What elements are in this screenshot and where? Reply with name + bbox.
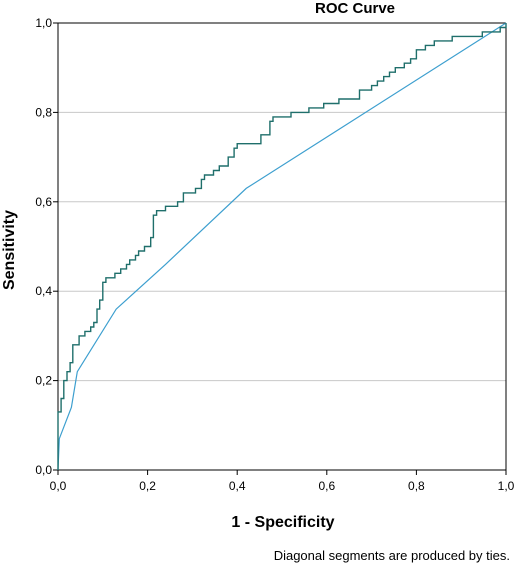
axes: [53, 22, 507, 475]
y-tick-label-0: 0,0: [35, 463, 52, 477]
chart-title: ROC Curve: [315, 0, 395, 17]
x-tick-label-3: 0,6: [318, 479, 335, 493]
y-tick-label-4: 0,8: [35, 105, 52, 119]
x-tick-label-1: 0,2: [139, 479, 156, 493]
fitted-curve: [57, 22, 507, 471]
x-tick-label-5: 1,0: [498, 479, 514, 493]
x-tick-label-0: 0,0: [50, 479, 67, 493]
curves: [57, 22, 507, 471]
roc-step-curve: [57, 23, 507, 470]
x-axis-title: 1 - Specificity: [231, 514, 334, 531]
tick-labels: 0,0 0,2 0,4 0,6 0,8 1,0 0,0 0,2 0,4 0,6 0,8 1,0: [35, 16, 514, 493]
x-tick-label-4: 0,8: [408, 479, 425, 493]
x-tick-label-2: 0,4: [229, 479, 246, 493]
y-tick-label-2: 0,4: [35, 284, 52, 298]
y-tick-label-5: 1,0: [35, 16, 52, 30]
y-axis-title: Sensitivity: [1, 210, 18, 290]
chart-footnote: Diagonal segments are produced by ties.: [273, 548, 510, 563]
y-tick-label-1: 0,2: [35, 374, 52, 388]
gridlines: [58, 22, 506, 382]
y-tick-label-3: 0,6: [35, 195, 52, 209]
